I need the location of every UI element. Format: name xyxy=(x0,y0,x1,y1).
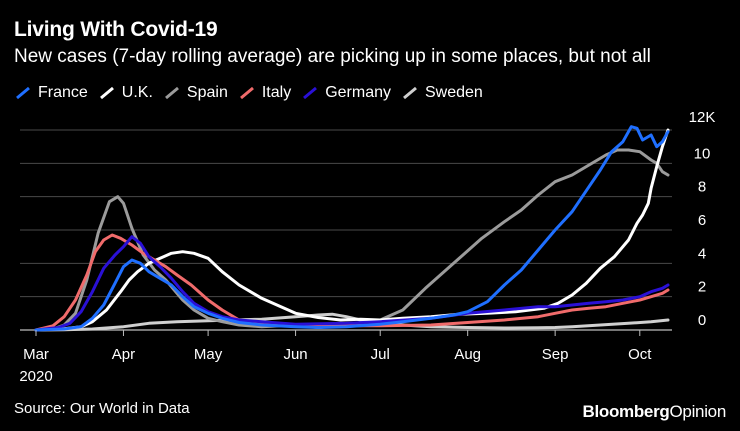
legend: France U.K. Spain Italy Germany Sweden xyxy=(14,84,493,102)
legend-label-uk: U.K. xyxy=(121,84,153,101)
series-line-france xyxy=(34,125,670,332)
x-tick-label: Apr xyxy=(112,346,135,363)
chart-subtitle: New cases (7-day rolling average) are pi… xyxy=(14,46,651,67)
brand-logo: BloombergOpinion xyxy=(582,402,726,422)
legend-swatch-france xyxy=(16,86,30,100)
legend-label-germany: Germany xyxy=(325,84,391,101)
y-axis-ticks: 0 2 4 6 8 10 12K xyxy=(689,109,716,329)
legend-item-uk: U.K. xyxy=(98,84,153,102)
series-lines xyxy=(34,125,670,332)
x-tick-label: Aug xyxy=(454,346,481,363)
y-tick-label: 4 xyxy=(698,245,706,262)
series-line-germany xyxy=(34,235,670,332)
x-year-label: 2020 xyxy=(19,368,52,385)
brand-bloomberg: Bloomberg xyxy=(582,402,670,421)
legend-swatch-uk xyxy=(99,86,114,100)
legend-item-italy: Italy xyxy=(238,84,291,102)
y-tick-label: 8 xyxy=(698,179,706,196)
y-tick-label: 2 xyxy=(698,279,706,296)
legend-swatch-spain xyxy=(164,86,179,100)
chart-title: Living With Covid-19 xyxy=(14,18,218,41)
legend-label-sweden: Sweden xyxy=(424,84,483,101)
series-line-italy xyxy=(34,233,670,332)
legend-item-sweden: Sweden xyxy=(401,84,483,102)
legend-swatch-italy xyxy=(239,86,254,100)
legend-swatch-sweden xyxy=(403,86,417,100)
legend-item-germany: Germany xyxy=(301,84,391,102)
y-tick-label: 0 xyxy=(698,312,706,329)
x-tick-label: Jul xyxy=(371,346,390,363)
y-tick-label: 10 xyxy=(694,145,711,162)
x-tick-label: Mar xyxy=(23,346,49,363)
x-tick-label: Oct xyxy=(628,346,652,363)
x-tick-label: Sep xyxy=(542,346,569,363)
legend-label-spain: Spain xyxy=(186,84,228,101)
legend-label-france: France xyxy=(38,84,88,101)
x-tick-label: May xyxy=(194,346,223,363)
y-tick-label: 12K xyxy=(689,109,716,126)
x-tick-label: Jun xyxy=(283,346,307,363)
legend-swatch-germany xyxy=(303,86,318,100)
y-tick-label: 6 xyxy=(698,212,706,229)
legend-item-spain: Spain xyxy=(163,84,228,102)
source-note: Source: Our World in Data xyxy=(14,400,190,417)
series-line-uk xyxy=(34,128,670,332)
x-axis-ticks: Mar Apr May Jun Jul Aug Sep Oct 2020 xyxy=(19,330,652,385)
legend-item-france: France xyxy=(14,84,88,102)
legend-label-italy: Italy xyxy=(261,84,292,101)
brand-opinion: Opinion xyxy=(669,402,727,421)
gridlines xyxy=(20,129,672,331)
